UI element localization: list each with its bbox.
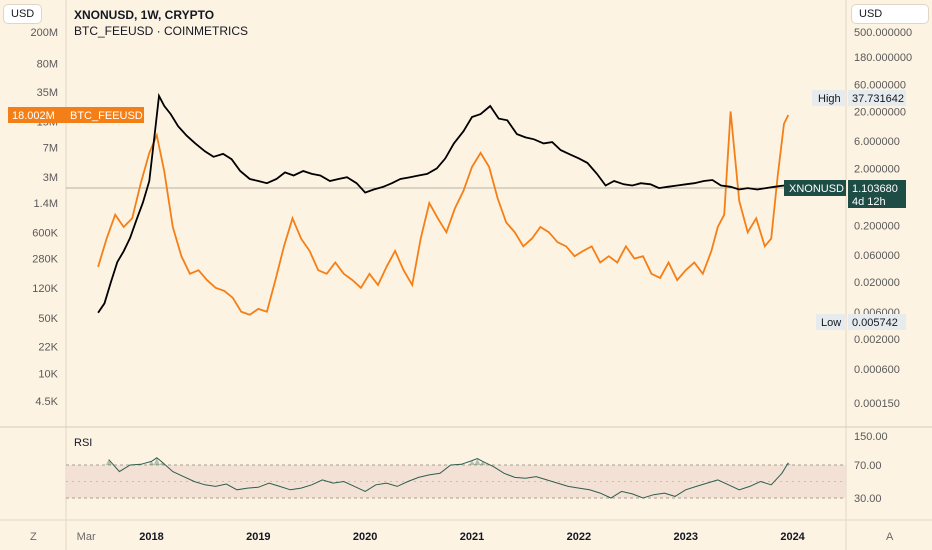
- overlay-series-legend[interactable]: BTC_FEEUSD · COINMETRICS: [74, 24, 249, 38]
- x-year-label: 2020: [353, 531, 377, 543]
- left-tick-label: 10K: [38, 368, 58, 380]
- x-year-label: 2023: [673, 531, 697, 543]
- rsi-tick-label: 150.00: [854, 431, 888, 443]
- right-tick-label: 20.000000: [854, 107, 906, 119]
- main-series-legend[interactable]: XNONUSD, 1W, CRYPTO: [74, 8, 215, 22]
- left-tick-label: 1.4M: [34, 198, 58, 210]
- x-year-label: 2024: [780, 531, 805, 543]
- xnon-series-line: [97, 92, 789, 314]
- rsi-tick-label: 70.00: [854, 460, 882, 472]
- right-currency-badge[interactable]: USD: [852, 5, 928, 23]
- right-tick-label: 0.200000: [854, 220, 900, 232]
- right-tick-label: 60.000000: [854, 79, 906, 91]
- left-tick-label: 200M: [30, 27, 58, 39]
- high-label: High: [818, 93, 841, 105]
- left-tick-label: 4.5K: [35, 396, 58, 408]
- right-tick-label: 500.000000: [854, 27, 912, 39]
- left-tick-label: 120K: [32, 283, 58, 295]
- right-tick-label: 6.000000: [854, 136, 900, 148]
- current-symbol: XNONUSD: [789, 183, 844, 195]
- low-tag: Low 0.005742: [816, 314, 906, 330]
- x-year-label: 2022: [567, 531, 591, 543]
- left-tick-label: 7M: [43, 143, 58, 155]
- rsi-line: [108, 457, 789, 499]
- right-tick-label: 180.000000: [854, 52, 912, 64]
- overlay-tag-name: BTC_FEEUSD: [70, 110, 143, 122]
- low-value: 0.005742: [852, 317, 898, 329]
- auto-scale-button[interactable]: A: [886, 531, 894, 543]
- right-tick-label: 0.000150: [854, 398, 900, 410]
- right-tick-label: 0.060000: [854, 250, 900, 262]
- current-price-tag: XNONUSD 1.103680 4d 12h: [784, 180, 906, 208]
- x-year-label: 2018: [139, 531, 163, 543]
- right-tick-label: 0.020000: [854, 277, 900, 289]
- time-axis-ticks: Mar 2018 2019 2020 2021 2022 2023 2024: [77, 531, 806, 543]
- right-axis-ticks: 500.000000 180.000000 60.000000 20.000000 6.…: [854, 27, 912, 410]
- x-year-label: 2019: [246, 531, 270, 543]
- rsi-label: RSI: [74, 437, 92, 449]
- right-tick-label: 2.000000: [854, 163, 900, 175]
- left-tick-label: 3M: [43, 172, 58, 184]
- current-price: 1.103680: [852, 183, 898, 195]
- high-value: 37.731642: [852, 93, 904, 105]
- low-label: Low: [821, 317, 841, 329]
- left-tick-label: 80M: [37, 59, 58, 71]
- left-tick-label: 600K: [32, 227, 58, 239]
- rsi-tick-label: 30.00: [854, 493, 882, 505]
- left-tick-label: 35M: [37, 87, 58, 99]
- x-year-label: 2021: [460, 531, 484, 543]
- btc-fee-series-line: [97, 111, 790, 316]
- left-tick-label: 50K: [38, 313, 58, 325]
- log-scale-button[interactable]: Z: [30, 531, 37, 543]
- x-month-label: Mar: [77, 531, 96, 543]
- right-tick-label: 0.000600: [854, 364, 900, 376]
- left-tick-label: 22K: [38, 341, 58, 353]
- rsi-axis-ticks: 150.00 70.00 30.00: [854, 431, 888, 505]
- rsi-overbought-fill: [105, 457, 792, 465]
- overlay-tag-value: 18.002M: [12, 110, 55, 122]
- left-tick-label: 280K: [32, 254, 58, 266]
- left-axis-ticks: 200M80M35M15M7M3M1.4M600K280K120K50K22K1…: [30, 27, 58, 408]
- left-currency-badge[interactable]: USD: [4, 5, 42, 23]
- high-tag: High 37.731642: [812, 90, 906, 106]
- right-tick-label: 0.002000: [854, 334, 900, 346]
- overlay-value-tag: 18.002M BTC_FEEUSD: [8, 107, 144, 123]
- current-countdown: 4d 12h: [852, 196, 886, 208]
